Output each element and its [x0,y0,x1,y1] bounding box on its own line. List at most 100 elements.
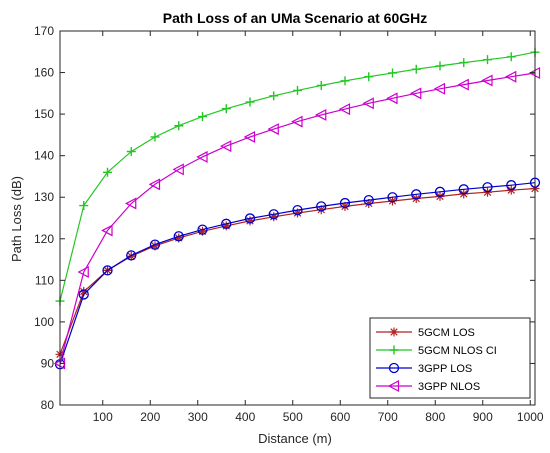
data-point [268,209,279,220]
data-point [173,231,184,242]
data-point [126,251,136,261]
data-point [506,180,517,191]
data-point [77,266,89,279]
axes: 100 200 300 400 500 600 700 800 900 1000 80 90 100 11… [34,24,544,424]
data-point [388,68,397,78]
legend-marker [389,327,399,337]
data-point [339,197,351,209]
data-point [221,104,231,114]
data-point [338,103,351,116]
data-point [197,224,208,235]
chart-title: Path Loss of an UMa Scenario at 60GHz [163,10,428,26]
y-tick-label: 110 [35,273,54,287]
data-point [150,241,160,251]
data-point [196,150,208,163]
data-point [387,192,398,203]
data-point [293,85,302,95]
x-tick-label: 400 [235,410,255,424]
data-point [245,97,255,107]
data-point [172,163,184,176]
data-point [362,97,374,110]
data-point [482,182,493,193]
data-point [198,112,207,122]
data-point [314,108,327,121]
legend-label: 3GPP NLOS [418,381,480,393]
data-point [101,224,113,237]
series-5gcm-nlos-ci [55,47,540,306]
data-point [198,226,207,236]
data-point [221,218,232,229]
x-tick-label: 800 [425,410,445,424]
y-tick-label: 80 [41,398,55,412]
data-point [386,92,398,105]
data-point [126,147,136,157]
data-point [78,289,89,300]
y-tick-label: 140 [34,149,54,163]
data-point [126,250,137,261]
y-tick-label: 160 [34,66,54,80]
data-point [102,265,113,276]
x-axis-label: Distance (m) [258,431,332,446]
data-point [364,198,374,208]
data-point [245,216,255,226]
data-point [79,287,89,297]
data-point [506,52,516,62]
data-point [434,186,446,197]
data-point [458,184,469,195]
data-point [174,233,184,243]
legend-entry: 3GPP LOS [376,362,472,375]
data-point [79,201,89,211]
data-point [269,212,279,222]
data-point [363,194,374,206]
data-point [409,87,422,100]
data-point [388,196,397,206]
y-tick-label: 100 [34,315,54,329]
data-point [340,76,350,86]
data-point [364,72,374,82]
data-point [148,178,161,191]
x-tick-label: 100 [93,410,113,424]
data-point [504,70,517,83]
x-tick-label: 700 [378,410,398,424]
y-tick-label: 170 [34,24,54,38]
legend: 5GCM LOS 5GCM NLOS CI 3GPP LOS 3GPP NLOS [369,317,531,399]
legend-marker [388,362,400,374]
data-point [340,201,350,211]
data-point [124,197,137,210]
x-tick-label: 200 [140,410,160,424]
legend-entry: 5GCM LOS [376,327,475,339]
data-point [291,115,303,128]
axes-box [59,30,536,406]
legend-label: 5GCM LOS [418,327,475,339]
data-point [150,132,160,142]
x-tick-label: 500 [283,410,303,424]
x-tick-label: 300 [188,410,208,424]
data-point [459,58,469,68]
legend-marker [387,380,400,392]
data-point [269,91,279,101]
x-tick-label: 1000 [517,410,544,424]
data-point [483,55,492,65]
data-point [219,140,232,153]
series-3gpp-nlos [53,66,541,370]
data-point [103,167,112,177]
y-tick-label: 90 [41,356,55,370]
data-point [481,74,493,87]
legend-label: 5GCM NLOS CI [418,345,497,357]
data-point [316,205,326,215]
series-3gpp-los [54,177,541,370]
data-point [457,78,469,91]
legend-entry: 5GCM NLOS CI [376,345,497,357]
series-line [59,182,536,365]
data-point [293,208,302,218]
data-point [316,80,326,90]
data-point [244,213,256,224]
data-point [267,123,279,136]
data-point [411,64,421,74]
y-tick-label: 150 [34,107,54,121]
legend-marker [389,345,399,355]
y-tick-label: 120 [34,232,54,246]
legend-label: 3GPP LOS [418,363,472,375]
data-point [316,201,327,212]
data-point [435,61,445,71]
